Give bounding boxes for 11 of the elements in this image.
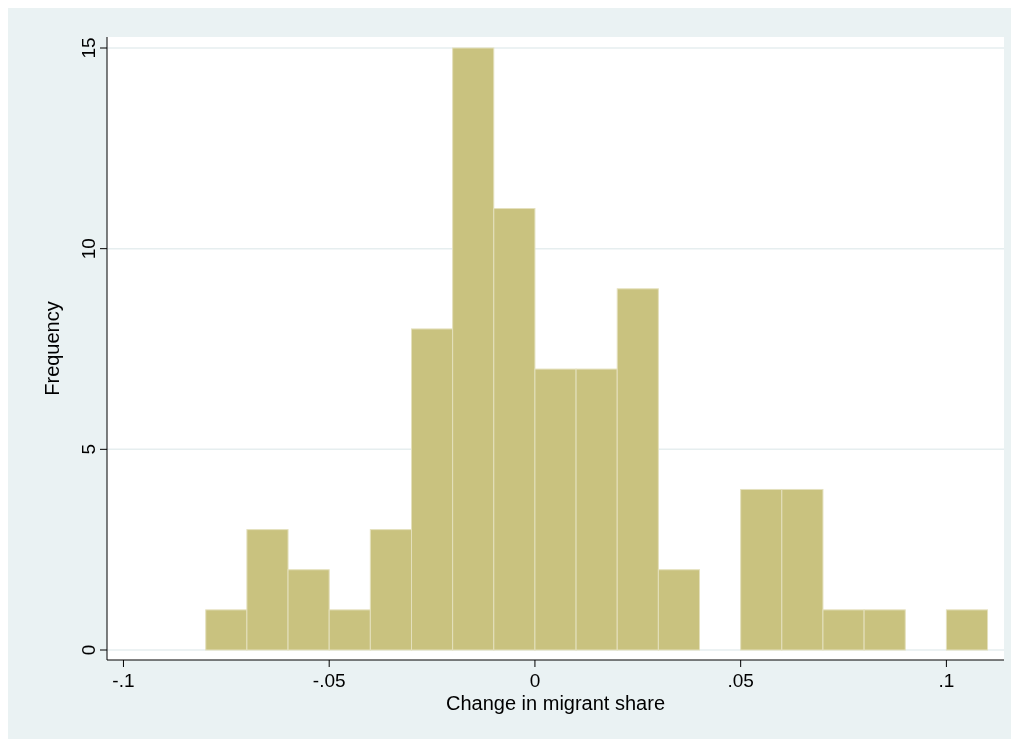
y-tick-label: 0 xyxy=(78,644,99,656)
y-tick-label: 10 xyxy=(78,238,99,260)
y-tick-label: 15 xyxy=(78,37,99,59)
y-axis-title: Frequency xyxy=(41,301,63,396)
x-tick-label: .05 xyxy=(727,670,754,691)
y-tick-label: 5 xyxy=(78,444,99,455)
x-tick-label: 0 xyxy=(529,670,541,691)
x-tick-label: -.05 xyxy=(312,670,346,691)
x-tick-label: .1 xyxy=(938,670,955,691)
x-axis-title: Change in migrant share xyxy=(445,692,666,714)
x-tick-label: -.1 xyxy=(112,670,135,691)
